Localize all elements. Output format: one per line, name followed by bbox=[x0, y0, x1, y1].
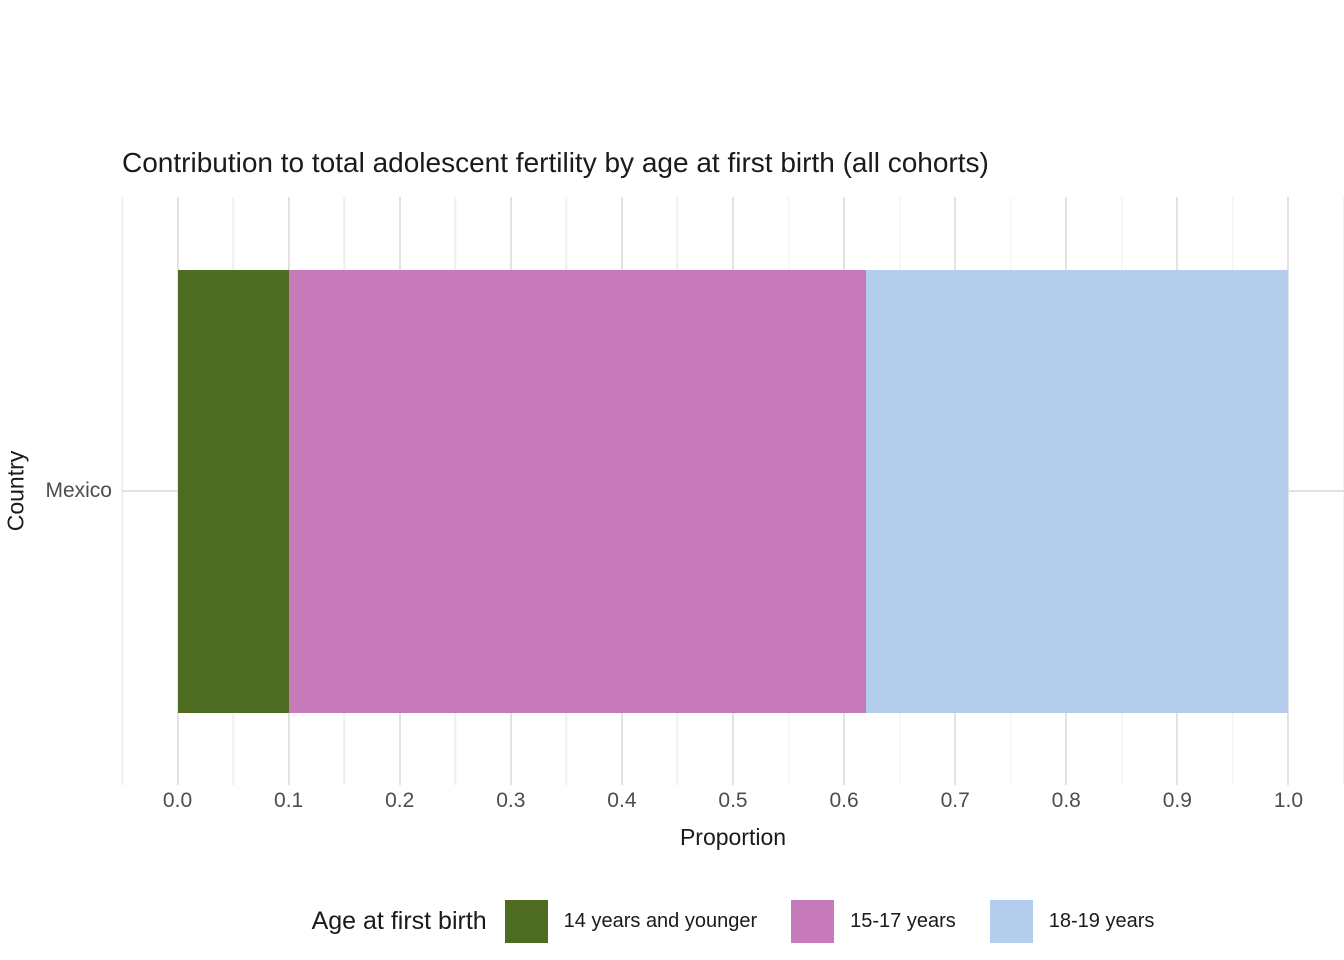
x-tick-label: 0.4 bbox=[607, 789, 637, 812]
bar-segment-18-19-years bbox=[866, 270, 1289, 713]
x-tick-label: 0.9 bbox=[1162, 789, 1192, 812]
bar-segment-15-17-years bbox=[288, 270, 867, 713]
legend: Age at first birth 14 years and younger 1… bbox=[122, 898, 1344, 944]
x-tick-label: 0.2 bbox=[385, 789, 415, 812]
x-tick-label: 0.1 bbox=[274, 789, 304, 812]
x-tick-label: 0.5 bbox=[718, 789, 748, 812]
stacked-bar-mexico bbox=[177, 270, 1289, 713]
x-axis-title: Proportion bbox=[679, 824, 787, 850]
legend-item: 15-17 years bbox=[791, 899, 956, 943]
legend-item: 14 years and younger bbox=[504, 899, 758, 943]
chart-title: Contribution to total adolescent fertili… bbox=[122, 147, 989, 178]
plot-panel bbox=[121, 197, 1344, 785]
bar-segment-14-years-and-younger bbox=[177, 270, 289, 713]
x-tick-label: 0.8 bbox=[1051, 789, 1081, 812]
x-tick-label: 0.6 bbox=[829, 789, 859, 812]
legend-swatch bbox=[791, 899, 835, 943]
y-tick-label-mexico: Mexico bbox=[45, 479, 112, 502]
legend-swatch bbox=[504, 899, 548, 943]
legend-label: 15-17 years bbox=[850, 909, 956, 932]
legend-item: 18-19 years bbox=[989, 899, 1155, 943]
x-axis-tick-labels: 0.0 0.1 0.2 0.3 0.4 0.5 0.6 0.7 0.8 0.9 1.0 bbox=[122, 789, 1344, 815]
legend-items: 14 years and younger 15-17 years 18-19 yea… bbox=[504, 899, 1155, 943]
x-tick-label: 1.0 bbox=[1273, 789, 1304, 812]
legend-label: 14 years and younger bbox=[563, 909, 758, 932]
legend-title: Age at first birth bbox=[311, 906, 487, 935]
x-tick-label: 0.3 bbox=[496, 789, 526, 812]
x-tick-label: 0.0 bbox=[162, 789, 193, 812]
legend-label: 18-19 years bbox=[1048, 909, 1155, 932]
x-tick-label: 0.7 bbox=[940, 789, 970, 812]
legend-swatch bbox=[989, 899, 1033, 943]
